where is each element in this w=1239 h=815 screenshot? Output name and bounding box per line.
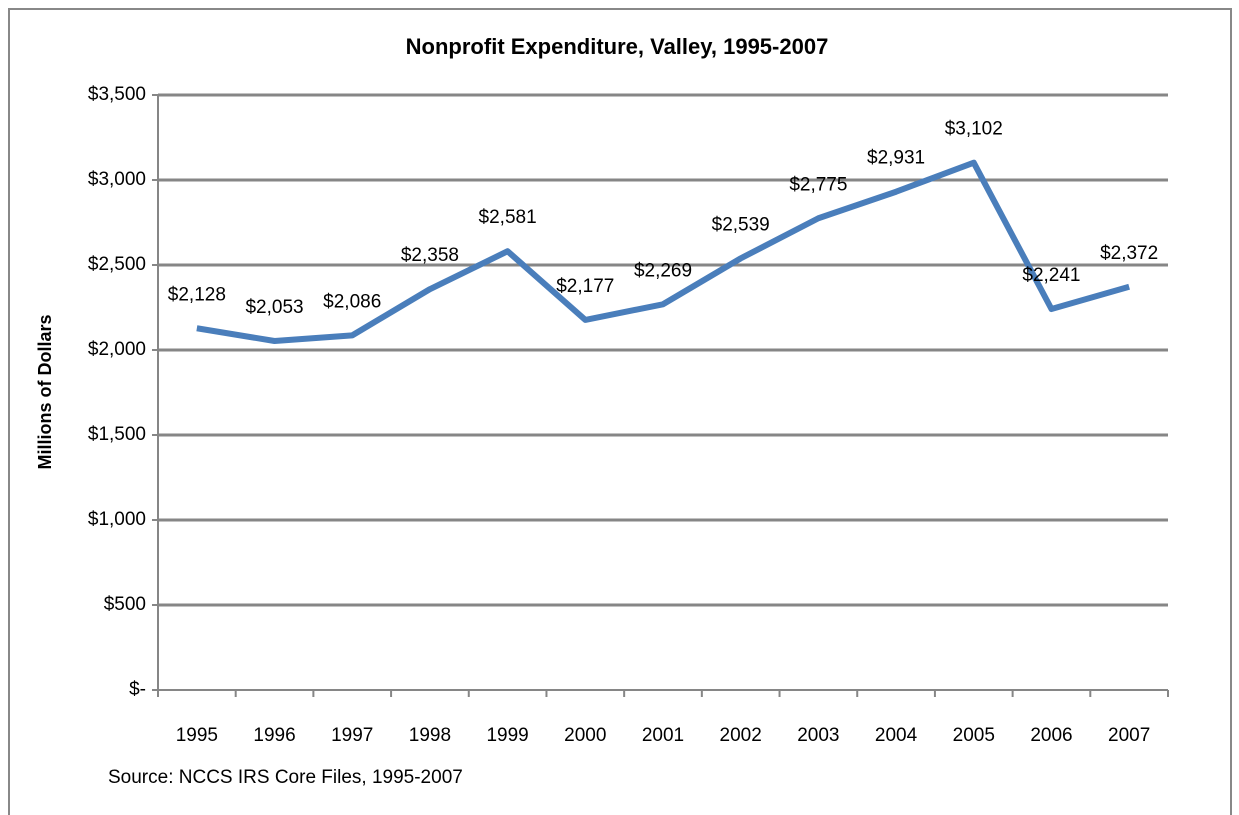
- y-tick-label: $1,000: [88, 509, 146, 530]
- data-label: $2,581: [479, 207, 537, 228]
- x-tick-label: 1995: [176, 725, 218, 746]
- data-label: $2,241: [1022, 265, 1080, 286]
- x-tick-label: 2005: [953, 725, 995, 746]
- data-label: $2,128: [168, 284, 226, 305]
- chart-border: [8, 8, 1232, 815]
- x-tick-label: 2003: [797, 725, 839, 746]
- y-tick-label: $2,500: [88, 254, 146, 275]
- x-tick-label: 2001: [642, 725, 684, 746]
- data-label: $2,086: [323, 291, 381, 312]
- data-label: $2,177: [556, 276, 614, 297]
- y-axis-title: Millions of Dollars: [35, 314, 55, 469]
- y-tick-label: $2,000: [88, 339, 146, 360]
- data-label: $2,269: [634, 260, 692, 281]
- x-tick-label: 1997: [331, 725, 373, 746]
- x-tick-label: 2007: [1108, 725, 1150, 746]
- x-tick-label: 2000: [564, 725, 606, 746]
- data-label: $2,775: [789, 174, 847, 195]
- data-label: $2,539: [712, 214, 770, 235]
- data-label: $2,358: [401, 245, 459, 266]
- chart-title: Nonprofit Expenditure, Valley, 1995-2007: [406, 34, 829, 59]
- x-tick-label: 1998: [409, 725, 451, 746]
- data-label: $2,053: [245, 297, 303, 318]
- y-tick-label: $3,000: [88, 169, 146, 190]
- y-tick-label: $1,500: [88, 424, 146, 445]
- data-line: [196, 159, 1130, 344]
- data-label: $2,931: [867, 148, 925, 169]
- y-tick-label: $500: [104, 594, 146, 615]
- x-tick-label: 2004: [875, 725, 918, 746]
- x-tick-label: 1999: [486, 725, 528, 746]
- x-tick-label: 2002: [720, 725, 762, 746]
- data-label: $3,102: [945, 119, 1003, 140]
- y-tick-label: $-: [129, 679, 146, 700]
- x-tick-label: 2006: [1030, 725, 1072, 746]
- y-tick-label: $3,500: [88, 84, 146, 105]
- x-tick-label: 1996: [253, 725, 295, 746]
- data-label: $2,372: [1100, 243, 1158, 264]
- source-note: Source: NCCS IRS Core Files, 1995-2007: [108, 767, 463, 788]
